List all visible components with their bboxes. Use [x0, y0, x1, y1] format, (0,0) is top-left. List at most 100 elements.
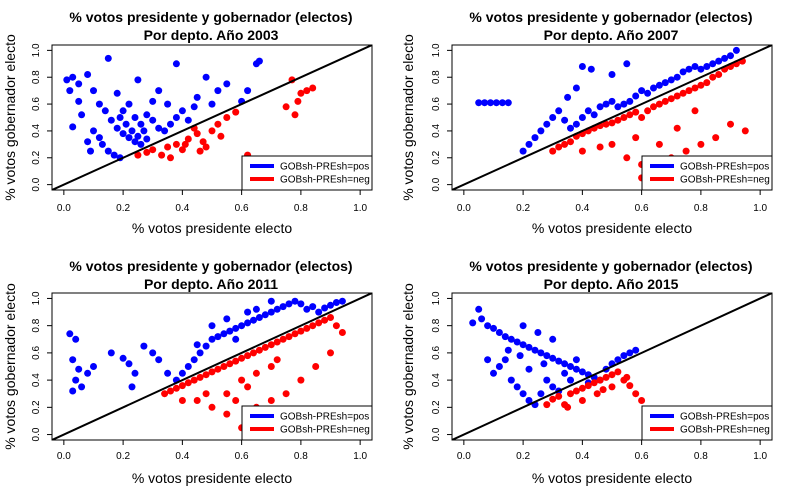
point-pos	[555, 357, 563, 365]
point-neg	[297, 327, 305, 335]
point-pos	[525, 343, 533, 351]
point-neg	[567, 390, 574, 398]
point-neg	[327, 349, 334, 357]
point-pos	[614, 103, 622, 111]
point-pos	[501, 333, 509, 341]
x-axis-label: % votos presidente electo	[132, 220, 293, 236]
point-neg	[184, 135, 192, 143]
point-pos	[75, 365, 83, 373]
point-pos	[519, 341, 527, 349]
chart-title: % votos presidente y gobernador (electos…	[69, 9, 352, 25]
point-pos	[632, 92, 640, 100]
point-pos	[125, 134, 133, 142]
point-pos	[475, 305, 483, 313]
point-pos	[638, 87, 646, 95]
point-pos	[214, 87, 222, 95]
point-pos	[95, 134, 103, 142]
point-pos	[561, 360, 569, 368]
point-pos	[727, 52, 734, 60]
point-neg	[741, 127, 749, 135]
point-neg	[590, 379, 598, 387]
point-neg	[715, 71, 723, 78]
point-neg	[291, 330, 299, 338]
point-neg	[291, 111, 299, 119]
x-tick-label: 0.4	[575, 451, 589, 462]
point-pos	[190, 103, 198, 111]
point-pos	[525, 140, 533, 148]
point-pos	[128, 127, 136, 135]
point-pos	[543, 120, 551, 128]
point-pos	[75, 80, 83, 88]
chart-subtitle: Por depto. Año 2011	[144, 276, 278, 292]
point-pos	[608, 97, 616, 105]
point-pos	[84, 369, 92, 377]
point-pos	[537, 349, 545, 357]
point-neg	[608, 371, 616, 379]
point-pos	[549, 335, 557, 343]
y-tick-label: 0.0	[431, 427, 442, 441]
point-neg	[208, 403, 216, 411]
y-tick-label: 0.8	[31, 318, 42, 332]
point-pos	[72, 335, 80, 343]
point-pos	[134, 76, 142, 84]
point-pos	[620, 100, 628, 108]
point-neg	[172, 140, 180, 148]
x-tick-label: 0.6	[635, 203, 649, 214]
point-pos	[178, 107, 186, 115]
point-pos	[178, 369, 186, 377]
point-neg	[614, 116, 622, 124]
point-pos	[90, 363, 97, 370]
point-pos	[531, 134, 539, 142]
point-pos	[667, 76, 675, 84]
legend-box	[641, 155, 773, 191]
point-neg	[161, 390, 169, 398]
point-pos	[519, 147, 527, 155]
point-pos	[208, 100, 216, 108]
point-pos	[119, 354, 127, 362]
point-pos	[149, 116, 157, 124]
point-pos	[95, 100, 103, 108]
point-pos	[602, 100, 610, 108]
point-pos	[291, 297, 299, 305]
point-neg	[208, 368, 216, 376]
point-pos	[525, 365, 533, 373]
point-neg	[596, 376, 604, 384]
y-tick-label: 0.6	[31, 97, 42, 111]
point-pos	[113, 89, 121, 97]
point-pos	[507, 376, 515, 384]
point-pos	[87, 147, 94, 155]
chart-title: % votos presidente y gobernador (electos…	[469, 9, 752, 25]
y-tick-label: 0.8	[431, 318, 442, 332]
y-tick-label: 0.0	[31, 177, 42, 191]
point-pos	[149, 349, 157, 357]
point-pos	[567, 124, 574, 132]
point-pos	[338, 297, 346, 305]
point-pos	[128, 383, 136, 391]
point-pos	[513, 338, 521, 346]
point-neg	[252, 369, 260, 377]
point-pos	[66, 87, 74, 95]
point-pos	[90, 127, 97, 135]
point-pos	[184, 363, 192, 370]
point-pos	[484, 322, 492, 330]
point-neg	[196, 147, 204, 155]
point-pos	[255, 314, 263, 321]
y-tick-label: 0.2	[431, 150, 442, 164]
point-neg	[134, 151, 142, 159]
point-pos	[715, 57, 723, 65]
point-pos	[644, 89, 652, 97]
point-pos	[75, 97, 83, 105]
point-pos	[490, 324, 497, 332]
chart-title: % votos presidente y gobernador (electos…	[469, 258, 752, 274]
point-neg	[608, 119, 616, 127]
point-pos	[572, 365, 580, 373]
point-pos	[572, 84, 580, 92]
point-neg	[172, 384, 180, 392]
point-pos	[110, 151, 118, 159]
point-neg	[626, 111, 634, 119]
point-pos	[555, 107, 563, 115]
point-pos	[478, 315, 486, 323]
y-tick-label: 0.4	[431, 124, 442, 138]
x-tick-label: 0.6	[635, 451, 649, 462]
